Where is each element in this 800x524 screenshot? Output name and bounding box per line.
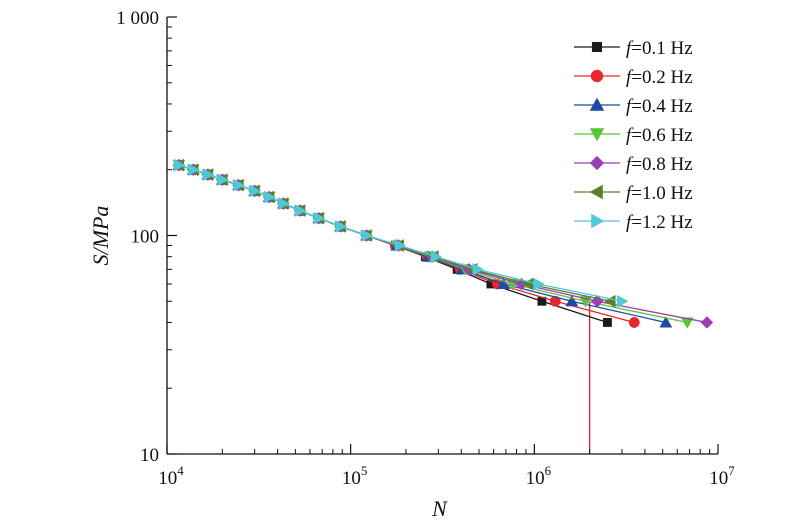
data-point (202, 168, 215, 181)
y-tick-label: 10 (140, 445, 159, 466)
data-point (313, 211, 326, 225)
data-point (233, 178, 245, 192)
axes: 10 100 1 000 104 105 106 107 N S/MPa (88, 8, 735, 521)
data-point (628, 316, 640, 328)
data-point (430, 250, 443, 264)
data-point (335, 220, 347, 233)
legend-label: f=1.2 Hz (626, 212, 693, 233)
legend-label: f=0.4 Hz (626, 96, 693, 117)
legend: f=0.1 Hz f=0.2 Hz f=0.4 Hz f=0.6 Hz f=0.8 Hz… (574, 38, 693, 233)
legend-marker (589, 97, 605, 111)
legend-item-4: f=0.8 Hz (574, 154, 693, 175)
data-point (217, 173, 229, 187)
x-axis-title: N (431, 496, 448, 521)
data-point (188, 163, 200, 177)
data-point (680, 317, 694, 329)
data-point (294, 204, 307, 218)
legend-item-6: f=1.2 Hz (574, 212, 693, 233)
data-point (278, 197, 290, 210)
legend-item-3: f=0.6 Hz (574, 125, 693, 146)
data-point (249, 184, 262, 198)
legend-marker (589, 155, 605, 171)
legend-label: f=0.2 Hz (626, 67, 693, 88)
legend-label: f=1.0 Hz (626, 183, 693, 204)
data-point (264, 190, 276, 204)
y-tick-label: 1 000 (116, 8, 159, 29)
data-point (549, 295, 561, 307)
data-point (659, 315, 673, 328)
x-tick-label: 105 (342, 463, 368, 489)
legend-label: f=0.6 Hz (626, 125, 693, 146)
x-tick-label: 107 (709, 463, 735, 489)
y-axis-title: S/MPa (88, 206, 113, 266)
data-point (700, 316, 714, 329)
legend-item-2: f=0.4 Hz (574, 96, 693, 117)
x-tick-label: 106 (526, 463, 552, 489)
data-point (565, 294, 579, 307)
data-point (533, 277, 545, 291)
legend-marker (591, 41, 603, 53)
series-6 (173, 158, 629, 308)
legend-label: f=0.1 Hz (626, 38, 693, 59)
legend-item-1: f=0.2 Hz (574, 67, 693, 88)
plot-area (172, 158, 714, 454)
x-tick-label: 104 (158, 463, 184, 489)
legend-marker (589, 128, 605, 142)
legend-item-5: f=1.0 Hz (574, 183, 693, 204)
data-point (361, 229, 374, 242)
legend-marker (591, 213, 605, 229)
series-line (178, 164, 623, 302)
legend-marker (590, 69, 604, 83)
legend-label: f=0.8 Hz (626, 154, 693, 175)
legend-item-0: f=0.1 Hz (574, 38, 693, 59)
data-point (497, 277, 510, 290)
series-5 (172, 158, 616, 308)
data-point (173, 158, 186, 172)
data-point (394, 239, 407, 252)
data-point (472, 262, 484, 276)
legend-marker (589, 184, 603, 200)
y-tick-label: 100 (131, 227, 160, 248)
data-point (616, 294, 629, 308)
data-point (603, 318, 612, 327)
